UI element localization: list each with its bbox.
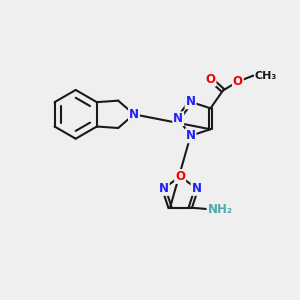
Text: N: N [173, 112, 183, 125]
Text: O: O [206, 73, 215, 86]
Text: CH₃: CH₃ [255, 70, 277, 81]
Text: N: N [129, 108, 139, 121]
Text: N: N [186, 129, 196, 142]
Text: N: N [159, 182, 169, 195]
Text: O: O [233, 75, 243, 88]
Text: O: O [175, 170, 185, 183]
Text: N: N [192, 182, 202, 195]
Text: N: N [186, 95, 196, 108]
Text: NH₂: NH₂ [208, 202, 233, 216]
